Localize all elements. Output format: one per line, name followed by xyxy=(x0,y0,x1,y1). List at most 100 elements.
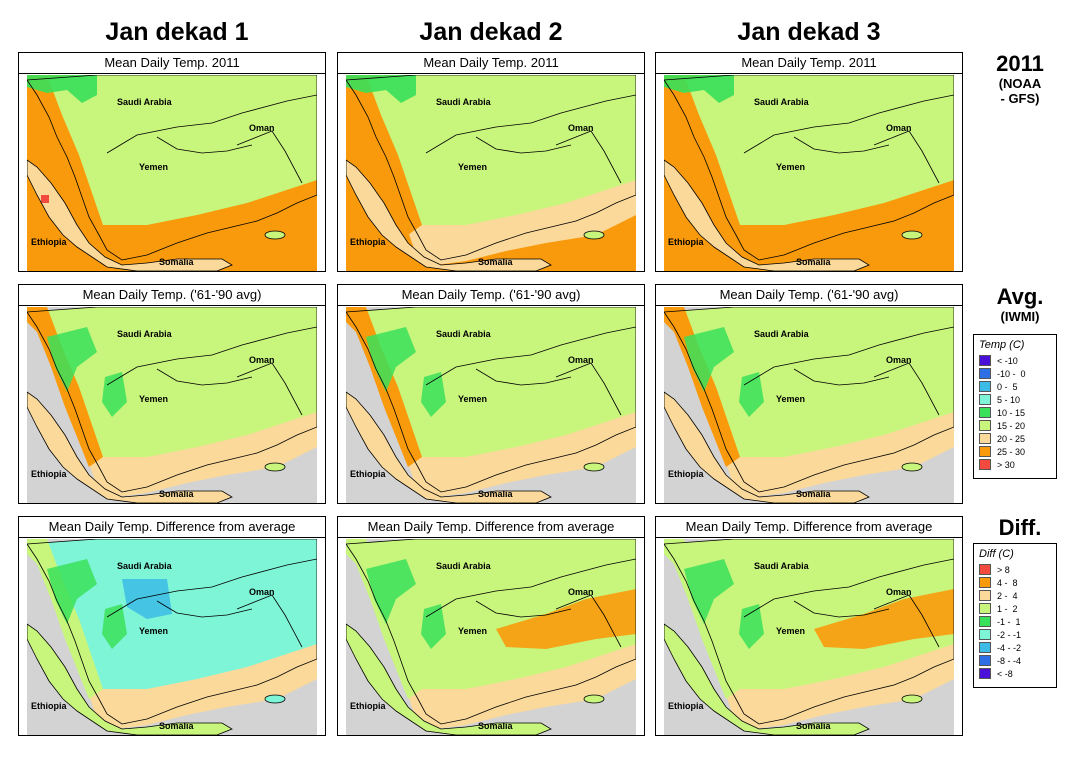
column-header-dekad-2: Jan dekad 2 xyxy=(419,18,563,46)
red-sea-coastal-strip xyxy=(27,75,103,235)
socotra-island xyxy=(583,694,605,704)
row-label-diff-title: Diff. xyxy=(998,515,1042,540)
temperature-map: Saudi Arabia Oman Yemen Ethiopia Somalia xyxy=(27,539,317,735)
arabia-coastline xyxy=(346,307,636,493)
map-panel-y2011-dekad-1: Mean Daily Temp. 2011 Saudi Arabia Oman Yem… xyxy=(18,52,326,272)
place-label-oman: Oman xyxy=(886,355,912,365)
country-border xyxy=(236,594,303,648)
southern-warm-band xyxy=(87,180,317,265)
place-label-oman: Oman xyxy=(568,355,594,365)
country-border xyxy=(793,368,890,386)
place-label-yemen: Yemen xyxy=(139,162,168,172)
place-label-oman: Oman xyxy=(568,587,594,597)
diff-legend-swatch xyxy=(979,616,991,627)
socotra-island xyxy=(901,462,923,472)
cool-highland-area xyxy=(47,559,97,624)
place-label-yemen: Yemen xyxy=(139,626,168,636)
temp-legend-label: 15 - 20 xyxy=(997,420,1026,431)
map-panel-diff-dekad-2: Mean Daily Temp. Difference from average… xyxy=(337,516,645,736)
map-area: Saudi Arabia Oman Yemen Ethiopia Somalia xyxy=(346,75,636,271)
diff-legend-swatch xyxy=(979,590,991,601)
country-border xyxy=(555,130,622,184)
temp-legend-row: 10 - 15 xyxy=(979,406,1051,419)
panel-title: Mean Daily Temp. ('61-'90 avg) xyxy=(338,285,644,306)
cool-highland-area xyxy=(366,559,416,624)
hot-spot xyxy=(41,195,49,203)
diff-legend-label: < -8 xyxy=(997,668,1013,679)
diff-legend-row: -4 - -2 xyxy=(979,641,1051,654)
socotra-island xyxy=(583,462,605,472)
country-border xyxy=(236,362,303,416)
country-border xyxy=(793,600,890,618)
arabia-coastline xyxy=(27,539,317,725)
diff-legend-swatch xyxy=(979,629,991,640)
country-border xyxy=(475,136,572,154)
temp-legend-row: 25 - 30 xyxy=(979,445,1051,458)
country-border xyxy=(873,362,940,416)
place-label-yemen: Yemen xyxy=(139,394,168,404)
red-sea-coastal-strip xyxy=(346,75,422,235)
temp-legend-swatch xyxy=(979,407,991,418)
map-area: Saudi Arabia Oman Yemen Ethiopia Somalia xyxy=(664,75,954,271)
place-label-saudi: Saudi Arabia xyxy=(436,561,492,571)
place-label-oman: Oman xyxy=(249,355,275,365)
map-panel-y2011-dekad-2: Mean Daily Temp. 2011 Saudi Arabia Oman Yem… xyxy=(337,52,645,272)
country-border xyxy=(106,94,317,154)
row-label-avg: Avg. (IWMI) xyxy=(980,285,1060,325)
place-label-yemen: Yemen xyxy=(458,162,487,172)
cool-highland-area xyxy=(47,327,97,392)
diff-legend-swatch xyxy=(979,642,991,653)
row-label-2011-title: 2011 xyxy=(996,51,1044,76)
southern-warm-band xyxy=(87,412,317,497)
map-area: Saudi Arabia Oman Yemen Ethiopia Somalia xyxy=(664,539,954,735)
place-label-saudi: Saudi Arabia xyxy=(754,97,810,107)
place-label-ethiopia: Ethiopia xyxy=(350,237,386,247)
diff-legend-label: -4 - -2 xyxy=(997,642,1022,653)
africa-coastline xyxy=(664,391,870,503)
africa-coastline xyxy=(27,391,233,503)
temp-legend-label: 10 - 15 xyxy=(997,407,1026,418)
temp-legend-title: Temp (C) xyxy=(979,339,1025,351)
column-header-dekad-3: Jan dekad 3 xyxy=(737,18,881,46)
horn-of-africa-land xyxy=(27,160,232,271)
map-panel-avg-dekad-1: Mean Daily Temp. ('61-'90 avg) Saudi Arab… xyxy=(18,284,326,504)
cool-highland-area xyxy=(684,327,734,392)
temperature-map: Saudi Arabia Oman Yemen Ethiopia Somalia xyxy=(664,75,954,271)
cool-highland-area xyxy=(739,604,764,649)
country-border xyxy=(743,326,954,386)
place-label-saudi: Saudi Arabia xyxy=(754,329,810,339)
country-border xyxy=(743,558,954,618)
panel-title: Mean Daily Temp. 2011 xyxy=(338,53,644,74)
temperature-map: Saudi Arabia Oman Yemen Ethiopia Somalia xyxy=(664,539,954,735)
temp-legend-label: > 30 xyxy=(997,459,1015,470)
place-label-oman: Oman xyxy=(886,587,912,597)
red-sea-coastal-strip xyxy=(664,75,740,235)
place-label-somalia: Somalia xyxy=(796,721,832,731)
diff-legend-row: 4 - 8 xyxy=(979,576,1051,589)
africa-coastline xyxy=(346,159,552,271)
temp-legend-row: 15 - 20 xyxy=(979,419,1051,432)
temp-legend-row: 0 - 5 xyxy=(979,380,1051,393)
place-label-somalia: Somalia xyxy=(796,257,832,267)
southern-warm-band xyxy=(406,644,636,729)
place-label-oman: Oman xyxy=(249,123,275,133)
diff-legend-swatch xyxy=(979,603,991,614)
diff-legend-row: -1 - 1 xyxy=(979,615,1051,628)
temp-legend-swatch xyxy=(979,446,991,457)
socotra-island xyxy=(264,462,286,472)
diff-legend-label: -1 - 1 xyxy=(997,616,1021,627)
place-label-ethiopia: Ethiopia xyxy=(31,237,67,247)
diff-legend-label: -8 - -4 xyxy=(997,655,1022,666)
row-label-2011-source-1: (NOAA xyxy=(998,76,1042,91)
temp-legend-row: 20 - 25 xyxy=(979,432,1051,445)
africa-coastline xyxy=(664,623,870,735)
place-label-somalia: Somalia xyxy=(478,257,514,267)
southern-warm-band xyxy=(87,644,317,729)
place-label-somalia: Somalia xyxy=(796,489,832,499)
diff-legend-label: 1 - 2 xyxy=(997,603,1018,614)
place-label-ethiopia: Ethiopia xyxy=(668,237,704,247)
temperature-map: Saudi Arabia Oman Yemen Ethiopia Somalia xyxy=(27,75,317,271)
temperature-map: Saudi Arabia Oman Yemen Ethiopia Somalia xyxy=(664,307,954,503)
southern-warm-band xyxy=(406,412,636,497)
place-label-yemen: Yemen xyxy=(776,394,805,404)
